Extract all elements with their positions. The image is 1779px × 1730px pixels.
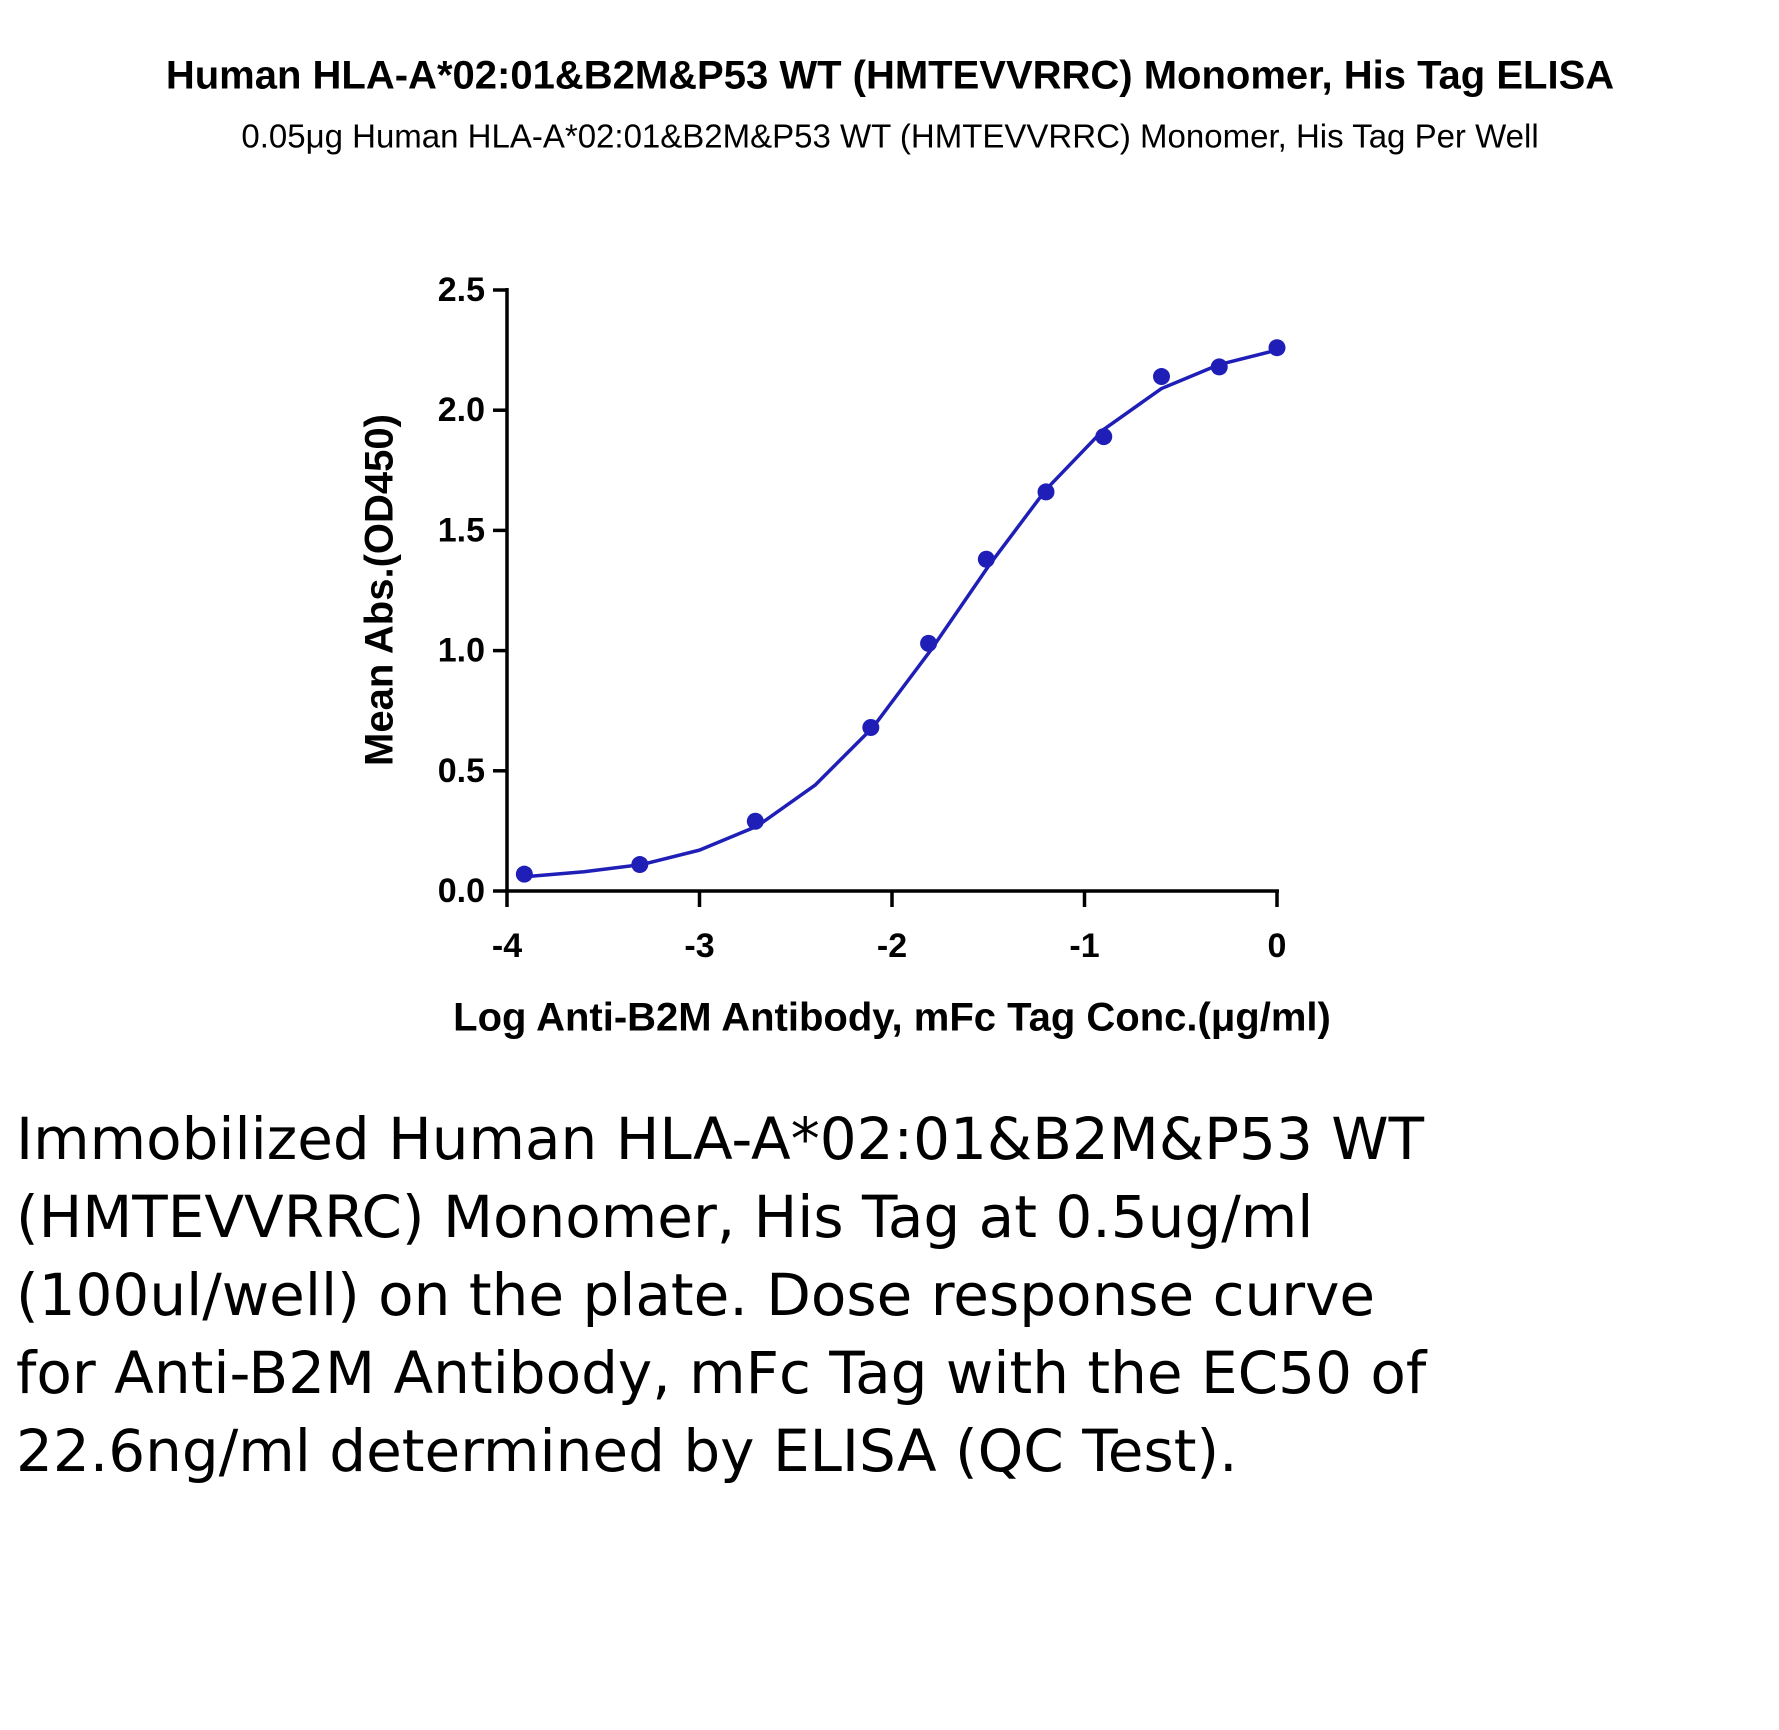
caption: Immobilized Human HLA-A*02:01&B2M&P53 WT… [16, 1105, 1427, 1485]
data-point [631, 856, 649, 874]
fit-curve [526, 348, 1278, 879]
data-point [1095, 428, 1113, 446]
data-point [1153, 368, 1170, 386]
y-tick-label: 0.0 [438, 872, 485, 910]
data-point [1210, 358, 1228, 376]
data-point [1268, 339, 1286, 357]
x-tick-label: -1 [1069, 927, 1099, 965]
data-point [977, 550, 995, 568]
chart: Human HLA-A*02:01&B2M&P53 WT (HMTEVVRRC)… [166, 54, 1614, 1040]
data-point [515, 865, 533, 883]
x-tick-label: 0 [1268, 927, 1287, 965]
x-tick-label: -2 [877, 927, 907, 965]
data-point [862, 719, 880, 737]
x-tick-label: -4 [492, 927, 522, 965]
data-point [746, 812, 764, 830]
y-tick-label: 1.0 [438, 632, 485, 670]
y-tick-label: 0.5 [438, 752, 485, 790]
chart-title: Human HLA-A*02:01&B2M&P53 WT (HMTEVVRRC)… [166, 54, 1614, 98]
y-axis-label: Mean Abs.(OD450) [358, 414, 402, 766]
y-tick-label: 2.5 [438, 271, 485, 309]
data-point [1037, 483, 1055, 501]
x-axis-label: Log Anti-B2M Antibody, mFc Tag Conc.(μg/… [453, 996, 1331, 1040]
y-tick-label: 1.5 [438, 511, 485, 549]
data-point [920, 634, 938, 652]
x-tick-label: -3 [684, 927, 714, 965]
chart-subtitle: 0.05μg Human HLA-A*02:01&B2M&P53 WT (HMT… [241, 118, 1538, 155]
y-tick-label: 2.0 [438, 391, 485, 429]
